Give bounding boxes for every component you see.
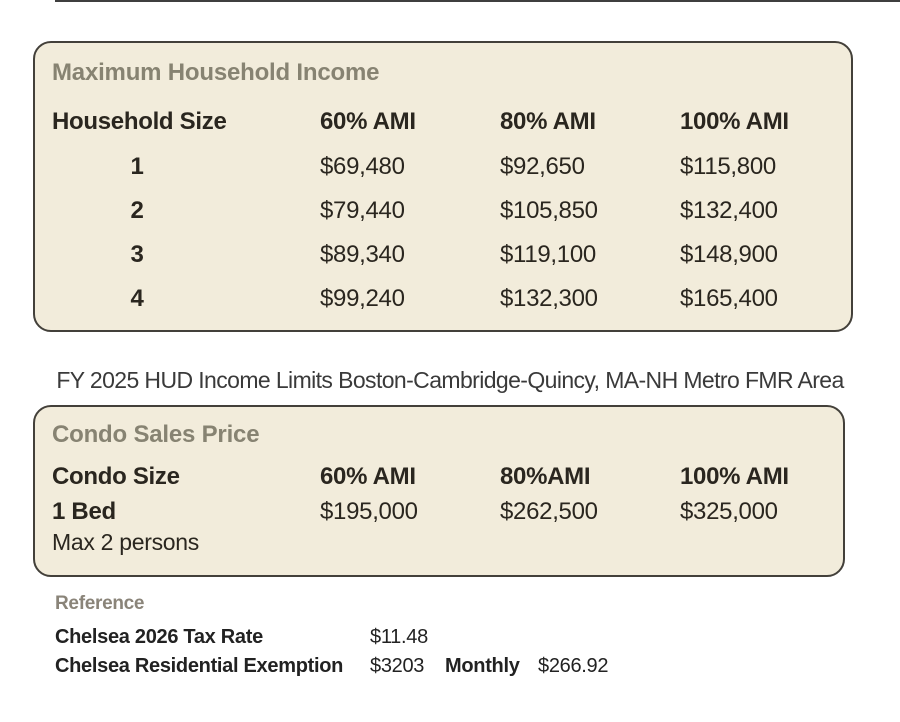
condo-header-60-ami: 60% AMI [320,463,416,490]
household-size-value: 4 [130,285,144,312]
income-80-ami-value: $119,100 [500,241,596,268]
hud-income-limits-caption: FY 2025 HUD Income Limits Boston-Cambrid… [56,367,844,393]
income-60-ami-value: $79,440 [320,197,405,224]
income-60-ami-value: $69,480 [320,153,405,180]
income-header-60-ami: 60% AMI [320,108,416,135]
income-100-ami-value: $132,400 [680,197,778,224]
monthly-value: $266.92 [538,655,609,677]
condo-size-note: Max 2 persons [52,529,199,555]
income-table-row: 3 $89,340 $119,100 $148,900 [52,233,851,277]
condo-header-80-ami: 80%AMI [500,463,591,490]
condo-price-card: Condo Sales Price Condo Size 60% AMI 80%… [33,405,845,577]
condo-size-name: 1 Bed [52,498,116,525]
income-60-ami-value: $99,240 [320,285,405,312]
condo-header-size: Condo Size [52,463,180,490]
reference-row: Chelsea Residential Exemption $3203 Mont… [55,655,855,684]
income-table-row: 1 $69,480 $92,650 $115,800 [52,145,851,189]
income-table-header-row: Household Size 60% AMI 80% AMI 100% AMI [52,99,851,145]
tax-rate-value: $11.48 [370,626,428,648]
condo-100-ami-price: $325,000 [680,498,778,525]
income-100-ami-value: $115,800 [680,153,776,180]
household-size-value: 2 [130,197,144,224]
condo-table-row: 1 Bed Max 2 persons $195,000 $262,500 $3… [52,497,843,557]
tax-rate-label: Chelsea 2026 Tax Rate [55,626,263,648]
reference-row: Chelsea 2026 Tax Rate $11.48 [55,626,855,655]
monthly-label: Monthly [445,655,520,677]
income-100-ami-value: $148,900 [680,241,778,268]
income-80-ami-value: $105,850 [500,197,598,224]
top-border-line [55,0,900,2]
income-header-80-ami: 80% AMI [500,108,596,135]
condo-60-ami-price: $195,000 [320,498,418,525]
income-80-ami-value: $132,300 [500,285,598,312]
residential-exemption-value: $3203 [370,655,425,677]
residential-exemption-label: Chelsea Residential Exemption [55,655,344,677]
reference-section: Reference Chelsea 2026 Tax Rate $11.48 C… [55,593,855,684]
condo-header-100-ami: 100% AMI [680,463,789,490]
income-header-100-ami: 100% AMI [680,108,789,135]
income-table-row: 2 $79,440 $105,850 $132,400 [52,189,851,233]
condo-80-ami-price: $262,500 [500,498,598,525]
condo-price-title: Condo Sales Price [52,421,260,448]
household-size-value: 1 [130,153,144,180]
household-size-value: 3 [130,241,144,268]
income-100-ami-value: $165,400 [680,285,778,312]
income-table-row: 4 $99,240 $132,300 $165,400 [52,277,851,321]
income-table-card: Maximum Household Income Household Size … [33,41,853,332]
income-table-title: Maximum Household Income [52,59,380,86]
reference-title: Reference [55,593,145,614]
condo-table-header-row: Condo Size 60% AMI 80%AMI 100% AMI [52,457,843,497]
income-80-ami-value: $92,650 [500,153,585,180]
condo-size-cell: 1 Bed Max 2 persons [52,497,320,557]
income-header-household-size: Household Size [52,108,227,135]
income-60-ami-value: $89,340 [320,241,405,268]
